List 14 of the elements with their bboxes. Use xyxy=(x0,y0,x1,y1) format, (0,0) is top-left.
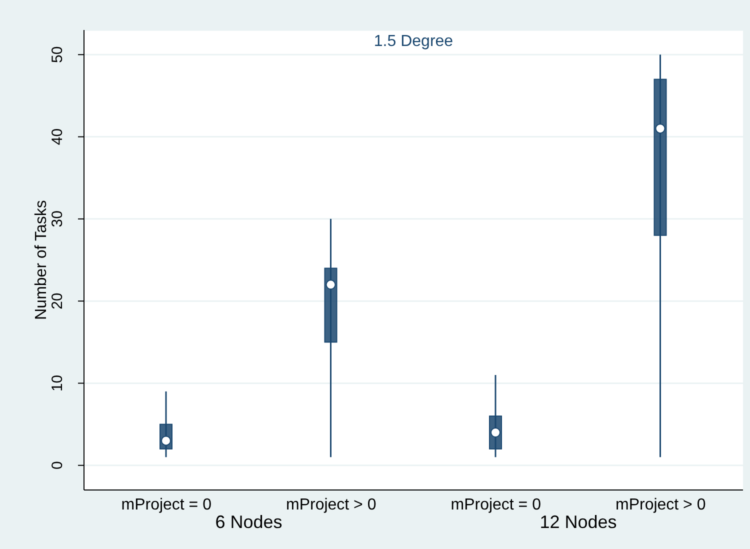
y-tick-label: 40 xyxy=(49,128,66,146)
x-tick-label: mProject > 0 xyxy=(286,496,376,514)
y-tick-label: 50 xyxy=(49,46,66,63)
y-tick-label: 0 xyxy=(49,461,66,470)
text: 6 Nodes xyxy=(214,512,284,533)
x-tick-label: mProject = 0 xyxy=(121,496,212,514)
x-tick-label: mProject > 0 xyxy=(615,496,706,514)
y-tick-label: 30 xyxy=(49,210,66,228)
text: 12 Nodes xyxy=(538,512,617,533)
chart-title: 1.5 Degree xyxy=(372,32,454,52)
y-tick-label: 10 xyxy=(49,374,66,392)
y-tick-label: 20 xyxy=(49,292,66,310)
y-axis-title: Number of Tasks xyxy=(33,200,50,320)
x-tick-label: mProject = 0 xyxy=(450,496,542,514)
